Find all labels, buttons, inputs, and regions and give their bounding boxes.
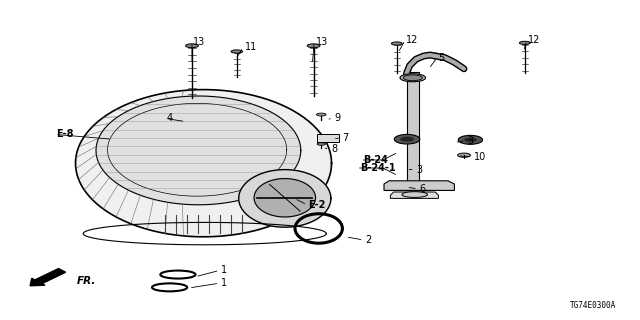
- Text: E-8: E-8: [56, 129, 74, 140]
- Text: 3: 3: [467, 136, 474, 146]
- Text: 12: 12: [406, 35, 419, 45]
- Ellipse shape: [519, 41, 530, 44]
- Text: 13: 13: [193, 36, 205, 47]
- FancyArrow shape: [30, 268, 66, 286]
- Polygon shape: [317, 134, 339, 142]
- Ellipse shape: [403, 75, 422, 81]
- Ellipse shape: [316, 113, 326, 116]
- Polygon shape: [96, 96, 301, 205]
- Ellipse shape: [402, 192, 428, 197]
- Text: FR.: FR.: [77, 276, 96, 286]
- Ellipse shape: [458, 153, 470, 157]
- Polygon shape: [254, 179, 316, 217]
- Ellipse shape: [394, 134, 420, 144]
- Text: 6: 6: [419, 184, 426, 194]
- Text: B-24: B-24: [364, 155, 388, 165]
- Text: 11: 11: [244, 42, 257, 52]
- Text: E-2: E-2: [308, 200, 326, 210]
- Ellipse shape: [317, 143, 326, 145]
- Ellipse shape: [231, 50, 243, 53]
- Ellipse shape: [186, 44, 198, 48]
- Ellipse shape: [392, 42, 403, 45]
- Text: 9: 9: [334, 113, 340, 123]
- Ellipse shape: [400, 137, 414, 142]
- Polygon shape: [384, 181, 454, 190]
- Ellipse shape: [464, 138, 477, 142]
- Text: B-24-1: B-24-1: [360, 163, 396, 173]
- Polygon shape: [390, 192, 438, 198]
- Text: 7: 7: [342, 132, 349, 143]
- Text: 2: 2: [365, 235, 371, 245]
- Text: 13: 13: [316, 36, 328, 47]
- Text: 1: 1: [221, 265, 227, 276]
- Polygon shape: [76, 90, 332, 237]
- Polygon shape: [239, 170, 331, 227]
- Text: 12: 12: [528, 35, 540, 45]
- Text: 8: 8: [331, 144, 337, 154]
- Text: TG74E0300A: TG74E0300A: [570, 301, 616, 310]
- Text: 4: 4: [166, 113, 173, 124]
- Text: 10: 10: [474, 152, 486, 162]
- Text: 3: 3: [416, 164, 422, 175]
- Text: 1: 1: [221, 278, 227, 288]
- Ellipse shape: [400, 74, 426, 82]
- Ellipse shape: [307, 44, 320, 48]
- Text: 5: 5: [438, 52, 445, 63]
- Ellipse shape: [458, 135, 483, 144]
- Polygon shape: [384, 72, 430, 190]
